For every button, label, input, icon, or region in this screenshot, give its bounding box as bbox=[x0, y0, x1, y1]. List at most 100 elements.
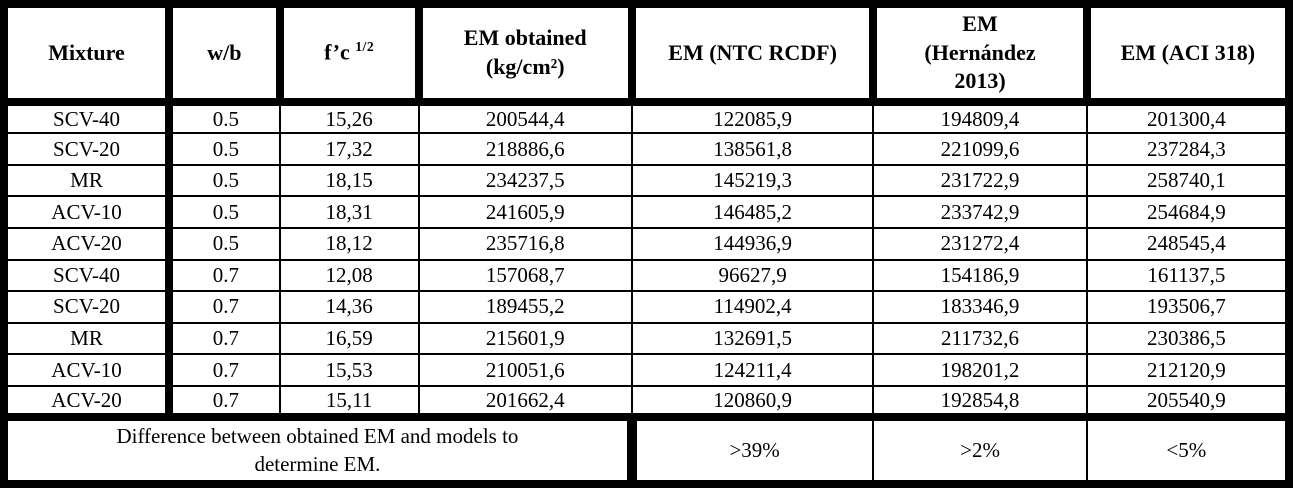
column-header-2: f’c 1/2 bbox=[275, 0, 423, 106]
table-cell: 96627,9 bbox=[630, 258, 875, 293]
table-cell: 241605,9 bbox=[417, 195, 633, 230]
table-cell: 193506,7 bbox=[1085, 290, 1291, 324]
table-cell: 234237,5 bbox=[417, 163, 633, 198]
table-cell: 0.7 bbox=[168, 258, 281, 293]
table-row-2: MR 0.5 18,15 234237,5 145219,3 231722,9 258740… bbox=[2, 163, 1291, 198]
table-cell: 200544,4 bbox=[417, 100, 633, 135]
table-cell: 15,53 bbox=[278, 353, 420, 387]
table-row-0: SCV-40 0.5 15,26 200544,4 122085,9 194809,4 20… bbox=[2, 100, 1291, 135]
table-cell: 201300,4 bbox=[1085, 100, 1291, 135]
table-cell: 122085,9 bbox=[630, 100, 875, 135]
table-cell: 0.5 bbox=[168, 100, 281, 135]
table-cell: 205540,9 bbox=[1085, 384, 1291, 419]
table-cell: 14,36 bbox=[278, 290, 420, 324]
table-footer: Difference between obtained EM and model… bbox=[3, 413, 1291, 488]
footer-value-ntc-rcdf: >39% bbox=[630, 413, 875, 488]
table-cell: 0.7 bbox=[168, 321, 281, 356]
column-header-3: EM obtained (kg/cm²) bbox=[414, 0, 636, 106]
table-cell: 235716,8 bbox=[417, 227, 633, 261]
table-cell: ACV-20 bbox=[2, 384, 174, 419]
table-cell: 145219,3 bbox=[630, 163, 875, 198]
footer-note-line1: Difference between obtained EM and model… bbox=[116, 424, 519, 449]
table-cell: 18,15 bbox=[278, 163, 420, 198]
table-cell: 146485,2 bbox=[630, 195, 875, 230]
table-cell: 15,26 bbox=[278, 100, 420, 135]
footer-value-hernandez: >2% bbox=[872, 413, 1088, 488]
table-row-9: ACV-20 0.7 15,11 201662,4 120860,9 192854,8 20… bbox=[2, 384, 1291, 419]
table-cell: ACV-10 bbox=[2, 353, 174, 387]
table-cell: 0.5 bbox=[168, 132, 281, 166]
table-row-1: SCV-20 0.5 17,32 218886,6 138561,8 221099,6 23… bbox=[2, 132, 1291, 166]
table-cell: 221099,6 bbox=[872, 132, 1088, 166]
table-body: SCV-40 0.5 15,26 200544,4 122085,9 194809,4 20… bbox=[2, 100, 1291, 419]
table-row-5: SCV-40 0.7 12,08 157068,7 96627,9 154186,9 161… bbox=[2, 258, 1291, 293]
footer-note-cell: Difference between obtained EM and model… bbox=[3, 413, 637, 488]
header-row: Mixture w/b f’c 1/2 EM obtained (kg/cm²) EM (… bbox=[0, 0, 1293, 106]
table-cell: 114902,4 bbox=[630, 290, 875, 324]
table-cell: 16,59 bbox=[278, 321, 420, 356]
table-cell: 248545,4 bbox=[1085, 227, 1291, 261]
table-cell: 254684,9 bbox=[1085, 195, 1291, 230]
table-cell: 138561,8 bbox=[630, 132, 875, 166]
table-cell: 161137,5 bbox=[1085, 258, 1291, 293]
table-cell: 12,08 bbox=[278, 258, 420, 293]
table-cell: 0.5 bbox=[168, 195, 281, 230]
column-header-4: EM (NTC RCDF) bbox=[627, 0, 878, 106]
table-cell: 201662,4 bbox=[417, 384, 633, 419]
table-cell: ACV-10 bbox=[2, 195, 174, 230]
column-header-5: EM (Hernández 2013) bbox=[869, 0, 1091, 106]
table-cell: 211732,6 bbox=[872, 321, 1088, 356]
table-cell: 0.7 bbox=[168, 290, 281, 324]
table-cell: 0.5 bbox=[168, 227, 281, 261]
column-header-1: w/b bbox=[165, 0, 284, 106]
table-cell: 0.7 bbox=[168, 384, 281, 419]
table-cell: SCV-40 bbox=[2, 258, 174, 293]
table-header: Mixture w/b f’c 1/2 EM obtained (kg/cm²) EM (… bbox=[0, 0, 1293, 106]
table-cell: ACV-20 bbox=[2, 227, 174, 261]
table-cell: 218886,6 bbox=[417, 132, 633, 166]
table-cell: 258740,1 bbox=[1085, 163, 1291, 198]
table-cell: 0.5 bbox=[168, 163, 281, 198]
table-cell: 192854,8 bbox=[872, 384, 1088, 419]
table-cell: 237284,3 bbox=[1085, 132, 1291, 166]
table-cell: 210051,6 bbox=[417, 353, 633, 387]
table-cell: 215601,9 bbox=[417, 321, 633, 356]
table-cell: 198201,2 bbox=[872, 353, 1088, 387]
column-header-6: EM (ACI 318) bbox=[1082, 0, 1293, 106]
table-cell: 18,12 bbox=[278, 227, 420, 261]
table-cell: 194809,4 bbox=[872, 100, 1088, 135]
footer-note-line2: determine EM. bbox=[254, 451, 381, 476]
table-cell: MR bbox=[2, 321, 174, 356]
table-cell: 154186,9 bbox=[872, 258, 1088, 293]
table-cell: SCV-20 bbox=[2, 290, 174, 324]
table-cell: MR bbox=[2, 163, 174, 198]
table-cell: 231272,4 bbox=[872, 227, 1088, 261]
table-cell: 212120,9 bbox=[1085, 353, 1291, 387]
table-cell: 189455,2 bbox=[417, 290, 633, 324]
table-cell: 233742,9 bbox=[872, 195, 1088, 230]
table-cell: 230386,5 bbox=[1085, 321, 1291, 356]
table-cell: 132691,5 bbox=[630, 321, 875, 356]
table-row-6: SCV-20 0.7 14,36 189455,2 114902,4 183346,9 19… bbox=[2, 290, 1291, 324]
table-cell: 157068,7 bbox=[417, 258, 633, 293]
table-cell: 17,32 bbox=[278, 132, 420, 166]
table-cell: SCV-40 bbox=[2, 100, 174, 135]
column-header-0: Mixture bbox=[0, 0, 174, 106]
table-cell: 15,11 bbox=[278, 384, 420, 419]
table-cell: SCV-20 bbox=[2, 132, 174, 166]
table-row-8: ACV-10 0.7 15,53 210051,6 124211,4 198201,2 21… bbox=[2, 353, 1291, 387]
table-row-3: ACV-10 0.5 18,31 241605,9 146485,2 233742,9 25… bbox=[2, 195, 1291, 230]
table-cell: 120860,9 bbox=[630, 384, 875, 419]
table-row-7: MR 0.7 16,59 215601,9 132691,5 211732,6 230386… bbox=[2, 321, 1291, 356]
table-cell: 124211,4 bbox=[630, 353, 875, 387]
table-cell: 183346,9 bbox=[872, 290, 1088, 324]
table-cell: 231722,9 bbox=[872, 163, 1088, 198]
table-cell: 18,31 bbox=[278, 195, 420, 230]
table-cell: 0.7 bbox=[168, 353, 281, 387]
table-row-4: ACV-20 0.5 18,12 235716,8 144936,9 231272,4 24… bbox=[2, 227, 1291, 261]
footer-row: Difference between obtained EM and model… bbox=[3, 413, 1291, 488]
table-cell: 144936,9 bbox=[630, 227, 875, 261]
footer-value-aci-318: <5% bbox=[1085, 413, 1291, 488]
